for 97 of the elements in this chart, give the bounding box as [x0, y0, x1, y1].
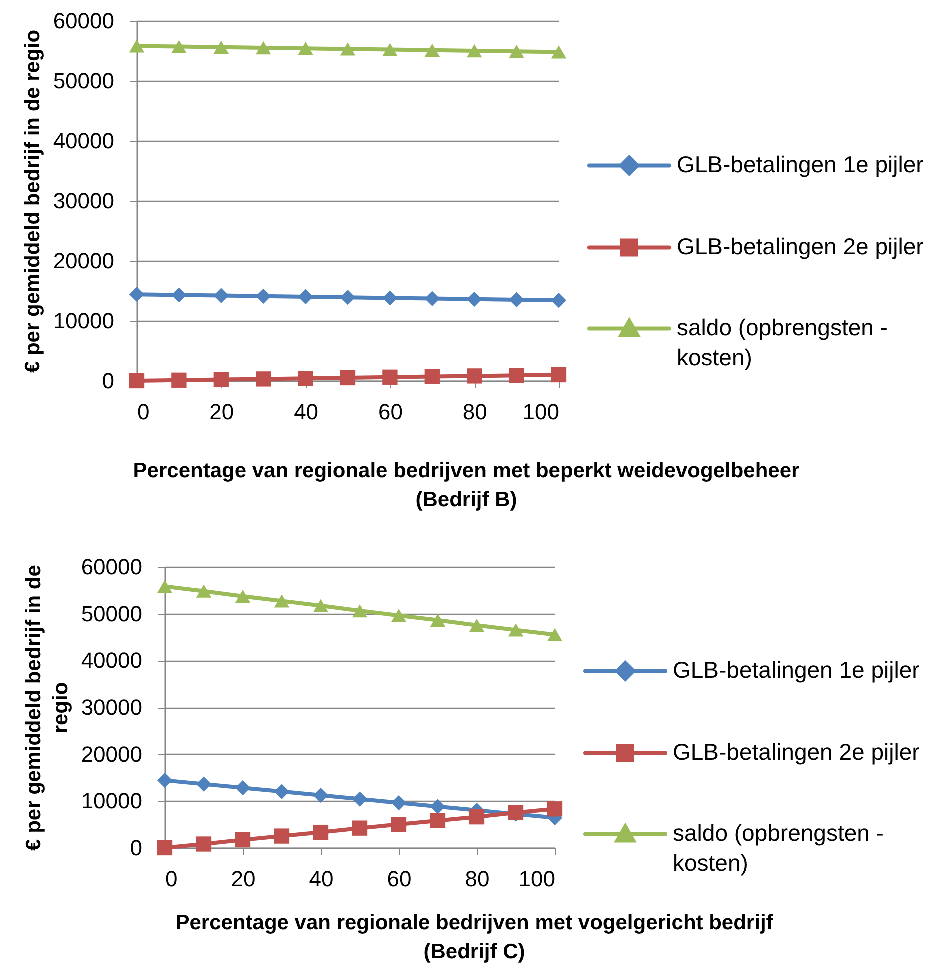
point	[172, 40, 187, 54]
point	[547, 802, 563, 817]
x-tick-label: 60	[378, 400, 403, 424]
y-tick-label: 30000	[53, 188, 114, 214]
legend-label: saldo (opbrengsten - kosten)	[673, 820, 884, 876]
y-tick-label: 0	[102, 368, 114, 394]
point	[256, 288, 272, 304]
point	[551, 293, 567, 308]
point	[424, 44, 440, 57]
point	[256, 41, 272, 55]
point	[235, 590, 251, 604]
x-tick-label: 40	[294, 400, 319, 424]
y-tick-label: 60000	[81, 554, 142, 580]
point	[352, 820, 368, 836]
point	[467, 292, 482, 307]
point	[424, 369, 440, 384]
point	[313, 824, 329, 840]
point	[391, 795, 407, 811]
x-tick-label: 100	[518, 866, 556, 892]
point	[382, 43, 398, 56]
point	[157, 772, 173, 788]
point	[196, 776, 212, 792]
point	[235, 832, 251, 848]
point	[551, 367, 567, 383]
point	[274, 594, 290, 608]
point	[424, 291, 440, 306]
legend-label: GLB-betalingen 2e pijler	[677, 234, 924, 260]
point	[196, 584, 212, 598]
point	[340, 370, 356, 386]
point	[214, 288, 229, 304]
point	[274, 784, 290, 800]
point	[509, 368, 524, 384]
point	[157, 580, 173, 594]
y-tick-label: 10000	[81, 788, 142, 814]
point	[313, 599, 329, 612]
point	[340, 290, 356, 306]
y-tick-label: 20000	[53, 248, 114, 274]
x-tick-label: 40	[309, 866, 334, 892]
point	[430, 614, 446, 627]
x-tick-label: 20	[210, 400, 234, 424]
point	[129, 40, 145, 53]
point	[547, 628, 563, 642]
point	[551, 46, 567, 59]
point	[298, 42, 314, 56]
point	[313, 788, 329, 804]
point	[508, 624, 524, 637]
x-tick-label: 100	[522, 400, 560, 424]
point	[382, 290, 398, 306]
point	[467, 44, 482, 58]
point	[298, 371, 314, 386]
y-tick-label: 50000	[81, 601, 142, 626]
point	[382, 370, 398, 385]
legend-label: GLB-betalingen 2e pijler	[673, 739, 920, 766]
x-tick-label: 20	[231, 866, 256, 892]
point	[469, 618, 485, 632]
point	[256, 372, 272, 387]
point	[172, 288, 187, 303]
point	[467, 368, 482, 384]
point	[391, 817, 407, 832]
point	[157, 840, 173, 856]
y-axis-title: € per gemiddeld bedrijf in de regio	[22, 565, 72, 851]
point	[352, 604, 368, 618]
point	[469, 810, 485, 825]
x-tick-label: 60	[387, 866, 412, 892]
y-tick-label: 30000	[81, 695, 142, 720]
point	[298, 289, 314, 305]
point	[235, 780, 251, 796]
point	[172, 372, 187, 388]
x-axis-title: Percentage van regionale bedrijven met beperkt weidevogelbeheer (Bedrijf B)	[133, 460, 800, 512]
y-tick-label: 10000	[53, 308, 114, 334]
point	[430, 799, 446, 814]
y-tick-label: 40000	[81, 648, 142, 674]
x-tick-label: 0	[166, 866, 178, 892]
y-tick-label: 60000	[53, 8, 114, 34]
point	[509, 45, 524, 58]
point	[340, 42, 356, 56]
point	[196, 836, 212, 852]
legend-label: saldo (opbrengsten - kosten)	[677, 314, 888, 371]
point	[352, 792, 368, 807]
point	[214, 372, 229, 388]
y-tick-label: 40000	[53, 128, 114, 154]
point	[129, 287, 145, 302]
y-tick-label: 20000	[81, 742, 142, 767]
legend-label: GLB-betalingen 1e pijler	[673, 657, 920, 684]
point	[274, 828, 290, 844]
y-tick-label: 50000	[53, 68, 114, 94]
point	[430, 813, 446, 828]
point	[129, 373, 145, 389]
x-tick-label: 80	[462, 400, 488, 424]
point	[391, 609, 407, 622]
legend-label: GLB-betalingen 1e pijler	[677, 152, 924, 178]
point	[509, 292, 524, 308]
y-tick-label: 0	[130, 836, 142, 860]
x-tick-label: 80	[465, 866, 490, 892]
y-axis-title: € per gemiddeld bedrijf in de regio	[21, 30, 44, 374]
point	[214, 40, 229, 54]
x-axis-title: Percentage van regionale bedrijven met vogelgericht bedrijf (Bedrijf C)	[176, 912, 774, 964]
